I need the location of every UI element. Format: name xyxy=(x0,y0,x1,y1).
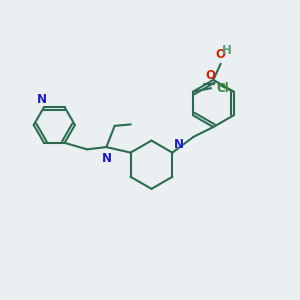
Text: N: N xyxy=(102,152,112,165)
Text: Cl: Cl xyxy=(217,82,229,95)
Text: N: N xyxy=(174,138,184,151)
Text: H: H xyxy=(222,44,232,57)
Text: O: O xyxy=(215,48,225,61)
Text: O: O xyxy=(206,69,215,82)
Text: N: N xyxy=(37,93,46,106)
